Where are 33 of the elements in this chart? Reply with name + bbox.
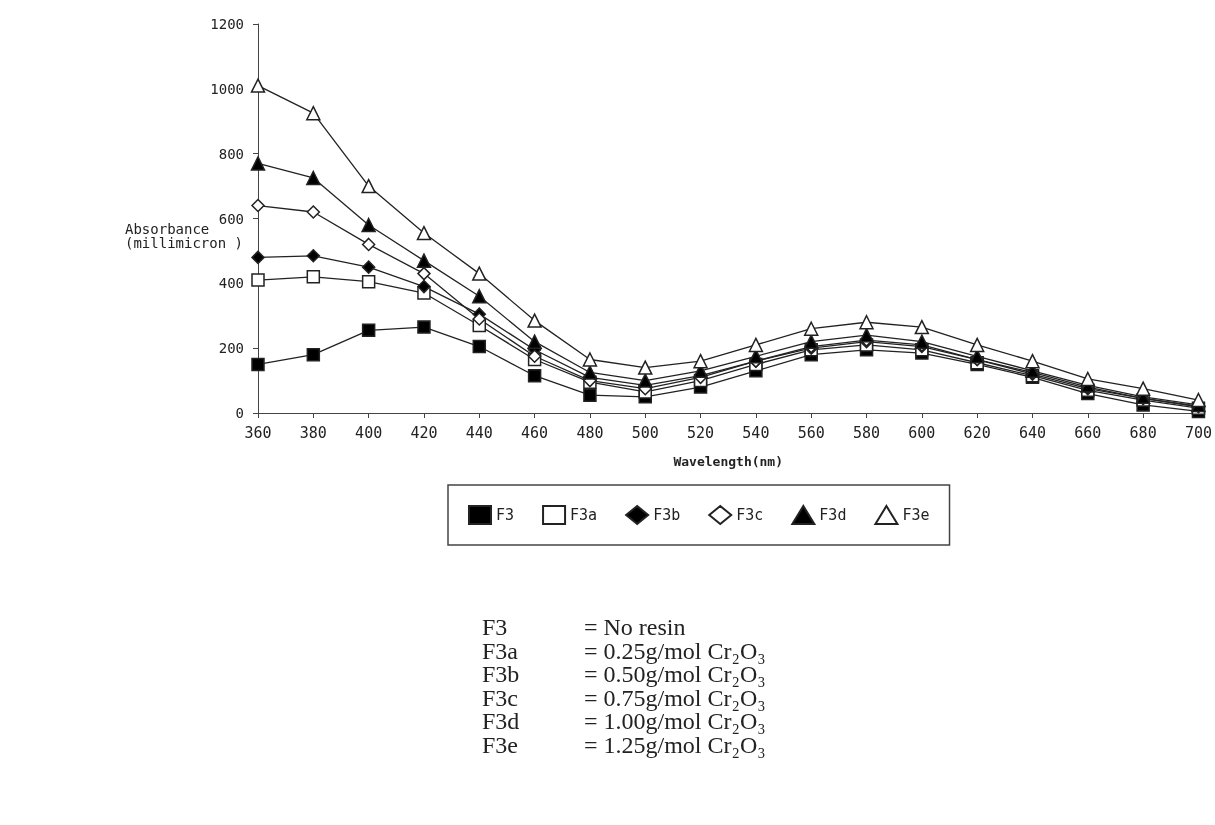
legend-label: F3	[496, 506, 515, 524]
x-tick-label: 640	[1018, 423, 1047, 442]
x-tick-label: 500	[631, 423, 659, 442]
y-tick-label: 0	[235, 405, 244, 421]
x-tick-label: 660	[1074, 423, 1102, 442]
y-tick-label: 200	[218, 340, 244, 357]
x-tick-label: 380	[299, 423, 327, 442]
x-tick-label: 580	[852, 423, 881, 442]
x-tick-label: 600	[908, 423, 936, 442]
y-tick-label: 1000	[210, 80, 244, 97]
x-tick-label: 440	[465, 423, 493, 442]
x-tick-label: 400	[355, 423, 383, 442]
legend-label: F3a	[570, 506, 598, 524]
x-axis-title: Wavelength(nm)	[673, 454, 784, 469]
y-tick-label: 400	[218, 275, 244, 292]
x-tick-label: 620	[963, 423, 991, 442]
x-tick-label: 420	[410, 423, 438, 442]
legend-label: F3b	[653, 506, 681, 524]
legend-label: F3d	[819, 506, 847, 524]
x-tick-label: 540	[742, 423, 770, 442]
legend-label: F3c	[736, 506, 764, 524]
x-tick-label: 520	[687, 423, 715, 442]
x-tick-label: 460	[521, 423, 549, 442]
x-tick-label: 680	[1129, 423, 1157, 442]
legend-label: F3e	[902, 506, 930, 524]
y-tick-label: 800	[218, 145, 244, 162]
text: F3a = 0.25g/mol Cr₂O₃	[482, 637, 766, 664]
y-tick-label: 1200	[210, 16, 244, 32]
x-tick-label: 560	[797, 423, 825, 442]
x-tick-label: 360	[244, 423, 272, 442]
text: F3 = No resin	[482, 614, 686, 640]
x-tick-label: 700	[1184, 423, 1212, 442]
x-tick-label: 480	[576, 423, 604, 442]
